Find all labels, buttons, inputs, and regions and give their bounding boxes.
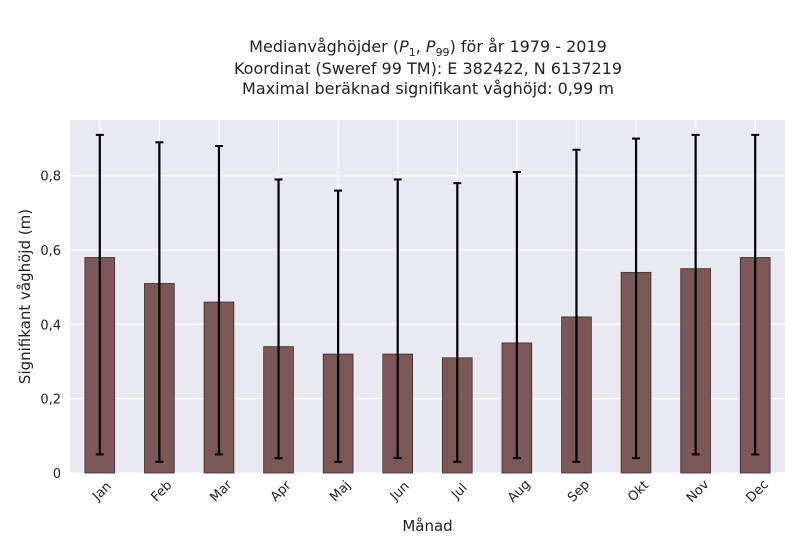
title-p99-subscript: 99 <box>436 46 450 59</box>
errorbar-mar <box>214 145 223 456</box>
x-tick-label-jun: Jun <box>387 479 413 505</box>
title-p99-symbol: P <box>426 37 436 56</box>
errorbars-layer <box>95 133 760 463</box>
x-tick-label-dec: Dec <box>744 477 772 505</box>
title-line-1-text-b: ) för år 1979 - 2019 <box>450 37 607 56</box>
y-tick-label: 0,6 <box>40 244 61 259</box>
x-tick-label-okt: Okt <box>625 478 652 505</box>
y-tick-label: 0 <box>53 467 61 482</box>
x-tick-labels: Jan Feb Mar Apr Maj Jun Jul Aug Sep Okt Nov Dec <box>89 477 772 506</box>
y-tick-label: 0,8 <box>40 170 61 185</box>
errorbar-okt <box>632 137 641 460</box>
y-tick-label: 0,4 <box>40 318 61 333</box>
chart-title: Medianvåghöjder (P1, P99) för år 1979 - … <box>234 37 622 98</box>
errorbar-jul <box>453 182 462 463</box>
x-tick-label-nov: Nov <box>684 477 713 506</box>
x-tick-label-sep: Sep <box>565 478 593 506</box>
y-tick-label: 0,2 <box>40 393 61 408</box>
errorbar-nov <box>691 133 700 456</box>
title-comma: , <box>416 37 426 56</box>
errorbar-aug <box>512 171 521 460</box>
errorbar-feb <box>155 141 164 463</box>
y-tick-labels: 0 0,2 0,4 0,6 0,8 <box>40 170 61 482</box>
errorbar-jun <box>393 178 402 460</box>
title-p1-subscript: 1 <box>409 46 416 59</box>
title-line-1-text-a: Medianvåghöjder ( <box>249 37 399 56</box>
errorbar-dec <box>751 133 760 456</box>
x-tick-label-jan: Jan <box>89 479 114 504</box>
errorbar-jan <box>95 133 104 456</box>
errorbar-maj <box>334 189 343 463</box>
errorbar-apr <box>274 178 283 460</box>
title-line-2: Koordinat (Sweref 99 TM): E 382422, N 61… <box>234 59 622 78</box>
plot-area <box>70 120 785 473</box>
x-tick-label-feb: Feb <box>148 478 175 505</box>
y-axis-label: Signifikant våghöjd (m) <box>16 209 34 384</box>
title-line-3: Maximal beräknad signifikant våghöjd: 0,… <box>242 79 614 98</box>
x-tick-label-maj: Maj <box>327 478 354 505</box>
errorbar-sep <box>572 148 581 463</box>
x-tick-label-jul: Jul <box>448 481 470 503</box>
x-axis-label: Månad <box>402 517 452 535</box>
title-line-1: Medianvåghöjder (P1, P99) för år 1979 - … <box>249 37 607 59</box>
title-p1-symbol: P <box>399 37 409 56</box>
x-tick-label-mar: Mar <box>208 477 236 505</box>
x-tick-label-apr: Apr <box>268 478 295 505</box>
x-tick-label-aug: Aug <box>505 477 534 506</box>
